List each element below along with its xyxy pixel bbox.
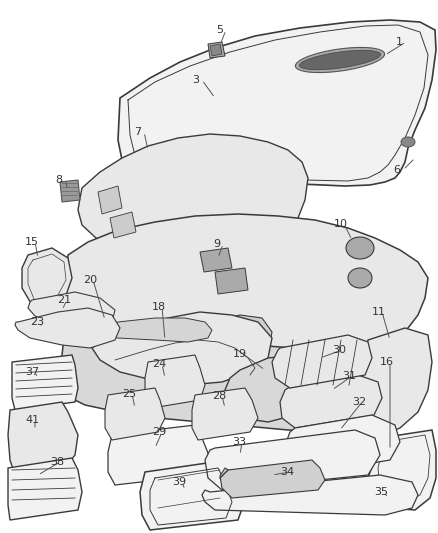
Text: 25: 25 [122, 389, 136, 399]
Polygon shape [60, 180, 80, 202]
Polygon shape [220, 460, 325, 498]
Polygon shape [60, 298, 428, 432]
Polygon shape [140, 460, 245, 530]
Text: 24: 24 [152, 359, 166, 369]
Polygon shape [180, 315, 272, 375]
Text: 37: 37 [25, 367, 39, 377]
Text: 11: 11 [372, 307, 386, 317]
Text: 28: 28 [212, 391, 226, 401]
Polygon shape [118, 20, 436, 186]
Polygon shape [28, 292, 115, 330]
Polygon shape [200, 248, 232, 272]
Text: 38: 38 [50, 457, 64, 467]
Polygon shape [62, 214, 428, 348]
Text: 1: 1 [396, 37, 403, 47]
Polygon shape [98, 186, 122, 214]
Polygon shape [12, 355, 78, 410]
Polygon shape [72, 318, 212, 342]
Polygon shape [202, 475, 418, 515]
Text: 20: 20 [83, 275, 97, 285]
Text: 41: 41 [25, 415, 39, 425]
Ellipse shape [346, 237, 374, 259]
Text: 10: 10 [334, 219, 348, 229]
Ellipse shape [300, 50, 381, 70]
Polygon shape [215, 268, 248, 294]
Text: 9: 9 [213, 239, 220, 249]
Text: 19: 19 [233, 349, 247, 359]
Polygon shape [8, 458, 82, 520]
Text: 29: 29 [152, 427, 166, 437]
Polygon shape [92, 312, 272, 385]
Text: 23: 23 [30, 317, 44, 327]
Polygon shape [280, 375, 382, 428]
Polygon shape [22, 248, 72, 312]
Text: 7: 7 [134, 127, 141, 137]
Polygon shape [210, 44, 222, 56]
Polygon shape [8, 402, 78, 475]
Polygon shape [205, 430, 380, 490]
Text: 5: 5 [216, 25, 223, 35]
Polygon shape [208, 42, 225, 58]
Text: 8: 8 [55, 175, 62, 185]
Polygon shape [272, 335, 372, 388]
Text: 18: 18 [152, 302, 166, 312]
Ellipse shape [348, 268, 372, 288]
Polygon shape [15, 308, 120, 348]
Polygon shape [108, 425, 210, 485]
Text: 34: 34 [280, 467, 294, 477]
Ellipse shape [401, 137, 415, 147]
Polygon shape [192, 388, 258, 440]
Polygon shape [368, 430, 436, 510]
Text: 21: 21 [57, 295, 71, 305]
Polygon shape [110, 212, 136, 238]
Polygon shape [145, 355, 205, 408]
Polygon shape [105, 388, 165, 440]
Text: 3: 3 [192, 75, 199, 85]
Polygon shape [78, 134, 308, 254]
Text: 15: 15 [25, 237, 39, 247]
Text: 6: 6 [393, 165, 400, 175]
Text: 39: 39 [172, 477, 186, 487]
Polygon shape [285, 415, 400, 475]
Text: 31: 31 [342, 371, 356, 381]
Text: 30: 30 [332, 345, 346, 355]
Polygon shape [352, 328, 432, 438]
Ellipse shape [295, 47, 385, 72]
Text: 32: 32 [352, 397, 366, 407]
Text: 33: 33 [232, 437, 246, 447]
Polygon shape [225, 355, 318, 422]
Text: 35: 35 [374, 487, 388, 497]
Text: 16: 16 [380, 357, 394, 367]
